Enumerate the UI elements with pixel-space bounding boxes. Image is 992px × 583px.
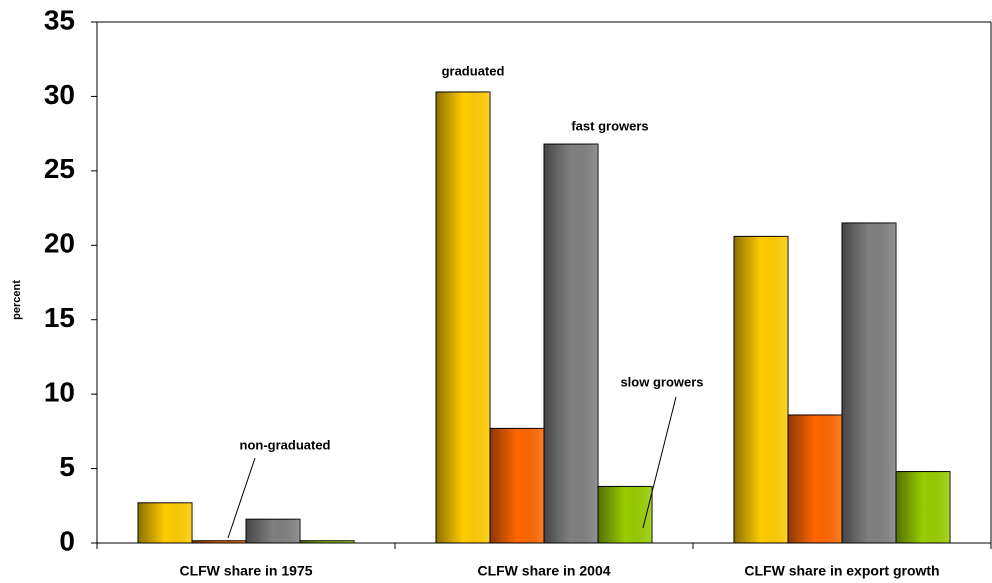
bar-shade <box>300 540 354 543</box>
y-tick-label: 10 <box>44 377 75 408</box>
y-tick-label: 35 <box>44 4 75 35</box>
bar-shade <box>192 540 246 543</box>
y-axis-label: percent <box>11 280 23 320</box>
bar-shade <box>788 414 842 543</box>
x-tick-label: CLFW share in 1975 <box>179 563 312 579</box>
y-tick-label: 5 <box>59 451 75 482</box>
bar-shade <box>544 144 598 543</box>
x-tick-label: CLFW share in 2004 <box>477 563 610 579</box>
series-label: non-graduated <box>240 437 331 452</box>
y-tick-label: 30 <box>44 79 75 110</box>
leader-line <box>227 457 256 539</box>
bar-shade <box>598 486 652 543</box>
bar-shade <box>896 471 950 543</box>
bar-shade <box>734 236 788 543</box>
bar-shade <box>842 222 896 543</box>
y-tick-label: 0 <box>59 525 75 556</box>
y-tick-label: 20 <box>44 228 75 259</box>
bar-shade <box>246 519 300 543</box>
series-label: slow growers <box>620 374 703 389</box>
bar-shade <box>436 91 490 543</box>
y-tick-label: 15 <box>44 302 75 333</box>
bar-shade <box>138 502 192 543</box>
series-label: fast growers <box>571 118 648 133</box>
x-tick-label: CLFW share in export growth <box>744 563 939 579</box>
bar-shade <box>490 428 544 543</box>
leader-line <box>642 396 677 529</box>
y-tick-label: 25 <box>44 153 75 184</box>
series-label: graduated <box>442 63 505 78</box>
